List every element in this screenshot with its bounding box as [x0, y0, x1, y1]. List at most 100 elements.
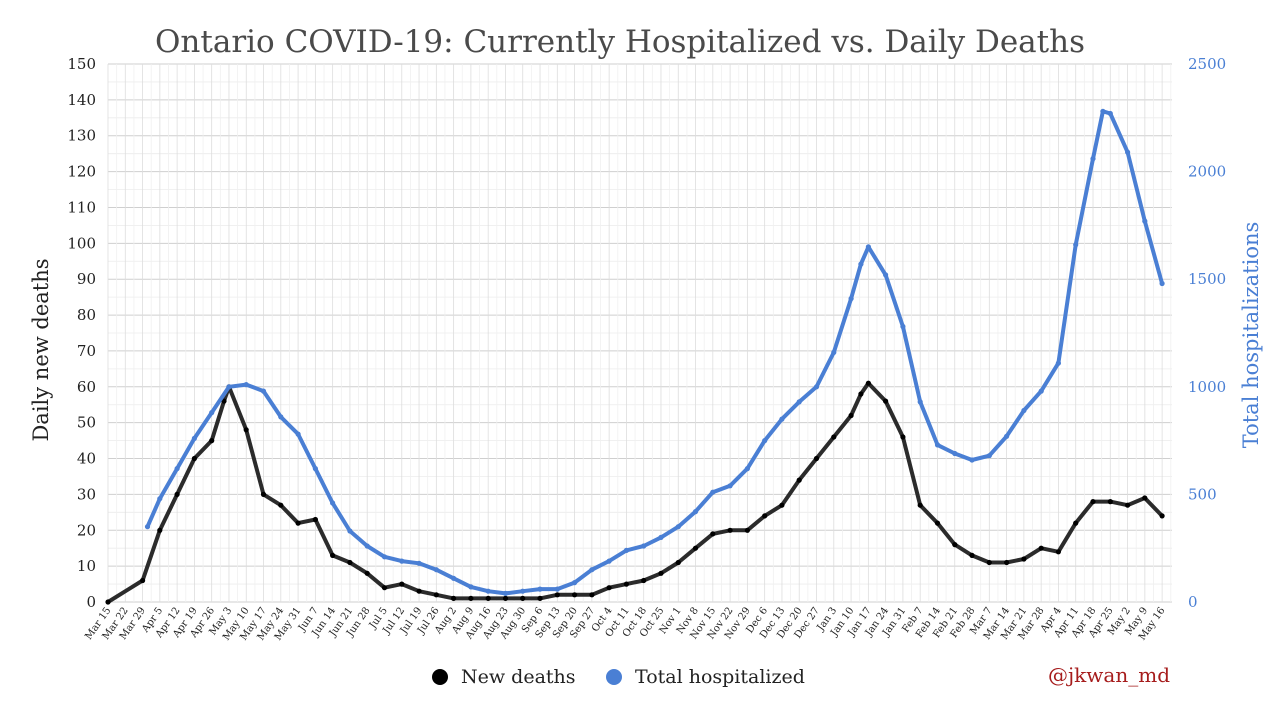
- data-point-total-hospitalized: [278, 414, 284, 420]
- data-point-new-deaths: [1159, 513, 1165, 519]
- data-point-new-deaths: [330, 552, 336, 559]
- data-point-new-deaths: [1021, 556, 1027, 562]
- data-point-new-deaths: [883, 398, 889, 404]
- y-tick-label-left: 140: [67, 91, 96, 109]
- data-point-total-hospitalized: [260, 388, 267, 394]
- data-point-total-hospitalized: [744, 466, 751, 472]
- data-point-new-deaths: [744, 527, 751, 533]
- y-tick-label-left: 10: [77, 557, 96, 575]
- data-point-new-deaths: [969, 552, 975, 559]
- data-point-new-deaths: [451, 595, 457, 602]
- data-point-total-hospitalized: [969, 457, 975, 463]
- data-point-new-deaths: [831, 434, 837, 440]
- data-point-total-hospitalized: [589, 567, 595, 573]
- data-point-new-deaths: [221, 398, 227, 404]
- data-point-total-hospitalized: [416, 560, 422, 566]
- series-layer: [105, 108, 1165, 605]
- data-point-new-deaths: [727, 527, 733, 533]
- data-point-total-hospitalized: [641, 543, 647, 549]
- data-point-new-deaths: [520, 595, 526, 602]
- y-tick-label-left: 120: [67, 163, 96, 181]
- y-tick-label-left: 80: [77, 306, 96, 324]
- data-point-total-hospitalized: [710, 489, 716, 495]
- data-point-total-hospitalized: [226, 384, 232, 390]
- data-point-new-deaths: [779, 502, 785, 508]
- data-point-total-hospitalized: [986, 453, 992, 459]
- data-point-total-hospitalized: [381, 554, 388, 560]
- data-point-total-hospitalized: [623, 547, 630, 554]
- y-tick-label-left: 130: [67, 127, 96, 145]
- y-axis-label-left: Daily new deaths: [29, 258, 53, 441]
- data-point-new-deaths: [381, 585, 388, 591]
- data-point-new-deaths: [537, 595, 543, 602]
- data-point-total-hospitalized: [1125, 149, 1131, 155]
- y-tick-label-left: 0: [86, 593, 96, 611]
- data-point-new-deaths: [589, 592, 595, 598]
- credit-handle: @jkwan_md: [1048, 663, 1170, 687]
- data-point-new-deaths: [952, 542, 958, 548]
- data-point-total-hospitalized: [762, 438, 768, 444]
- series-total-hospitalized: [144, 108, 1165, 597]
- data-point-new-deaths: [1142, 495, 1148, 501]
- y-tick-label-right: 0: [1188, 593, 1198, 611]
- data-point-new-deaths: [606, 585, 612, 591]
- data-point-new-deaths: [485, 595, 491, 602]
- data-point-new-deaths: [1038, 545, 1044, 551]
- data-point-total-hospitalized: [858, 261, 864, 267]
- data-point-new-deaths: [796, 477, 802, 483]
- data-point-new-deaths: [347, 559, 353, 566]
- data-point-total-hospitalized: [900, 323, 906, 330]
- data-point-total-hospitalized: [692, 509, 699, 515]
- data-point-total-hospitalized: [191, 435, 197, 441]
- y-tick-label-left: 50: [77, 414, 96, 432]
- data-point-new-deaths: [174, 491, 180, 497]
- data-point-total-hospitalized: [520, 588, 526, 594]
- data-point-new-deaths: [140, 577, 146, 584]
- y-tick-label-left: 30: [77, 485, 96, 503]
- data-point-total-hospitalized: [399, 558, 405, 564]
- data-point-new-deaths: [848, 412, 854, 419]
- data-point-new-deaths: [813, 455, 820, 462]
- data-point-total-hospitalized: [502, 590, 509, 597]
- data-point-total-hospitalized: [917, 399, 923, 405]
- data-point-total-hospitalized: [865, 244, 872, 250]
- data-point-new-deaths: [623, 581, 630, 587]
- data-point-total-hospitalized: [157, 496, 163, 502]
- data-point-new-deaths: [1004, 559, 1010, 566]
- data-point-total-hospitalized: [243, 382, 249, 388]
- data-point-new-deaths: [260, 491, 267, 497]
- data-point-new-deaths: [243, 427, 249, 433]
- data-point-new-deaths: [658, 570, 664, 576]
- data-point-total-hospitalized: [796, 399, 802, 405]
- grid: [107, 63, 1172, 603]
- data-point-new-deaths: [641, 577, 647, 584]
- data-point-total-hospitalized: [312, 466, 318, 472]
- series-line-total-hospitalized: [145, 109, 1165, 596]
- data-point-new-deaths: [468, 595, 474, 602]
- legend-label-new-deaths: New deaths: [461, 666, 576, 688]
- data-point-total-hospitalized: [572, 580, 578, 586]
- data-point-total-hospitalized: [848, 296, 854, 302]
- data-point-total-hospitalized: [658, 534, 664, 541]
- y-tick-label-right: 2500: [1188, 55, 1226, 73]
- y-tick-label-left: 90: [77, 270, 96, 288]
- data-point-new-deaths: [934, 520, 941, 526]
- data-point-total-hospitalized: [364, 543, 370, 549]
- data-point-total-hospitalized: [952, 450, 958, 457]
- data-point-new-deaths: [865, 380, 872, 386]
- data-point-total-hospitalized: [485, 588, 491, 594]
- data-point-new-deaths: [312, 516, 318, 523]
- data-point-total-hospitalized: [1004, 433, 1010, 439]
- data-point-total-hospitalized: [209, 410, 215, 416]
- y-tick-label-left: 110: [67, 198, 96, 216]
- data-point-total-hospitalized: [813, 384, 820, 390]
- left-axis-ticks: 0 10 20 30 40 50 60 70 80 90 100 110 120 130 140 150: [67, 55, 96, 611]
- data-point-total-hospitalized: [174, 466, 180, 472]
- data-point-new-deaths: [364, 570, 370, 576]
- legend-marker-new-deaths: [432, 669, 448, 685]
- y-tick-label-left: 70: [77, 342, 96, 360]
- data-point-new-deaths: [295, 520, 301, 526]
- y-tick-label-right: 1500: [1188, 270, 1226, 288]
- data-point-total-hospitalized: [1055, 360, 1061, 366]
